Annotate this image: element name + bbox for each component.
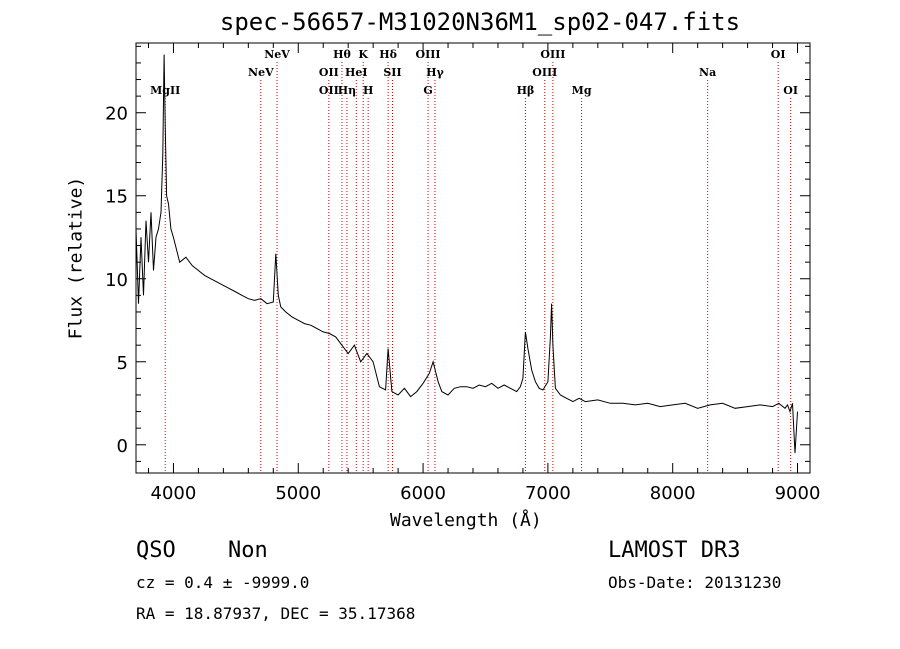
plot-frame	[135, 42, 811, 474]
emission-line-label: OII	[318, 66, 339, 79]
emission-line-label: SII	[383, 66, 402, 79]
emission-line-label: OII	[318, 84, 339, 97]
emission-line-label: MgII	[150, 84, 181, 97]
survey-label: LAMOST DR3	[608, 538, 741, 563]
redshift-text: cz = 0.4 ± -9999.0	[136, 573, 310, 592]
y-tick-label: 20	[105, 104, 128, 125]
x-tick-label: 9000	[775, 483, 821, 504]
x-tick-label: 5000	[275, 483, 321, 504]
y-tick-label: 15	[105, 187, 128, 208]
x-axis-label: Wavelength (Å)	[390, 510, 542, 531]
x-tick-label: 6000	[400, 483, 446, 504]
chart-title: spec-56657-M31020N36M1_sp02-047.fits	[219, 8, 741, 36]
y-tick-label: 10	[105, 270, 128, 291]
emission-line-label: OI	[770, 48, 786, 61]
emission-line-label: G	[423, 84, 433, 97]
emission-line-label: Hγ	[426, 66, 444, 79]
x-tick-label: 8000	[650, 483, 696, 504]
y-tick-label: 5	[117, 353, 128, 374]
y-tick-label: 0	[117, 436, 128, 457]
emission-line-label: OI	[783, 84, 799, 97]
observation-date: Obs-Date: 20131230	[608, 573, 782, 592]
emission-line-label: K	[358, 48, 368, 61]
coordinates-text: RA = 18.87937, DEC = 35.17368	[136, 604, 416, 623]
x-tick-label: 4000	[151, 483, 197, 504]
emission-line-label: H	[362, 84, 374, 97]
emission-line-label: Mg	[571, 84, 592, 97]
emission-line-markers	[164, 62, 792, 473]
axis-ticks	[136, 43, 810, 473]
object-class: QSO	[136, 538, 176, 563]
emission-line-label: HeI	[345, 66, 368, 79]
emission-line-label: OIII	[532, 66, 558, 79]
emission-line-label: Hβ	[516, 84, 535, 97]
emission-line-label: Hθ	[333, 48, 351, 61]
emission-line-label: Hδ	[379, 48, 397, 61]
y-axis-label: Flux (relative)	[65, 176, 87, 340]
axis-tick-labels: 4000 5000 6000 7000 8000 9000 0 5 10 15 20	[105, 104, 820, 504]
emission-line-label: NeV	[264, 48, 290, 61]
object-subclass: Non	[228, 538, 268, 563]
emission-line-label: OIII	[540, 48, 566, 61]
x-tick-label: 7000	[525, 483, 571, 504]
emission-line-label: OIII	[415, 48, 441, 61]
emission-line-label: Hη	[337, 84, 357, 97]
spectrum-series-line	[135, 54, 798, 454]
emission-line-label: NeV	[248, 66, 274, 79]
emission-line-label: Na	[699, 66, 717, 79]
